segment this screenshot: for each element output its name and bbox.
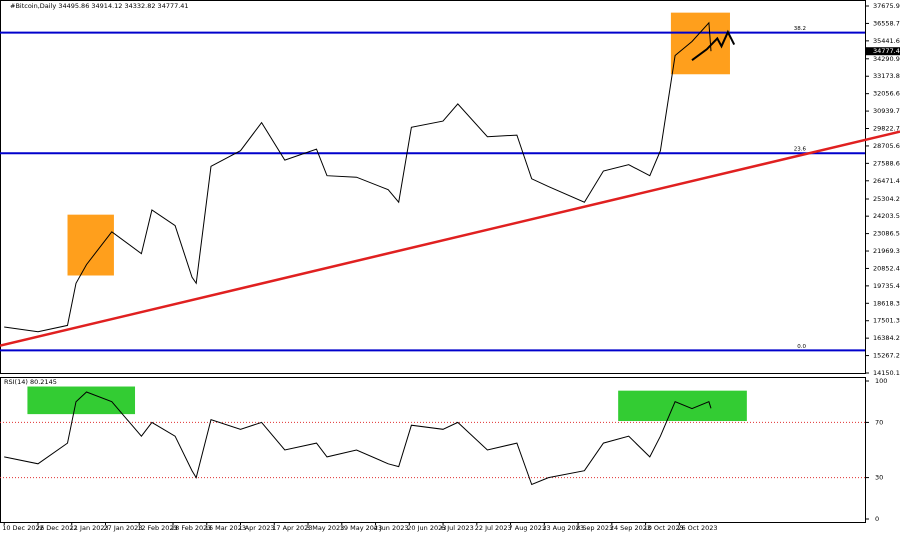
x-tick-label: 26 Oct 2023 bbox=[677, 524, 717, 532]
y-tick-label: 33173.8 bbox=[873, 72, 900, 80]
y-tick-label: 16384.25 bbox=[873, 334, 900, 342]
y-tick-label: 15267.20 bbox=[873, 352, 900, 360]
rsi-box bbox=[27, 386, 136, 415]
y-tick-label: 21969.30 bbox=[873, 247, 900, 255]
x-tick-label: 28 Feb 2023 bbox=[171, 524, 211, 532]
x-tick-label: 24 Sep 2023 bbox=[610, 524, 651, 532]
y-tick-label: 35441.60 bbox=[873, 37, 900, 45]
x-tick-label: 22 Jul 2023 bbox=[475, 524, 512, 532]
y-tick-label: 26471.45 bbox=[873, 177, 900, 185]
x-tick-label: 27 Jan 2023 bbox=[103, 524, 142, 532]
x-tick-label: 11 Jan 2023 bbox=[70, 524, 109, 532]
x-tick-label: 10 Oct 2023 bbox=[644, 524, 684, 532]
y2-tick-label: 30 bbox=[875, 474, 883, 482]
y-tick-label: 14150.15 bbox=[873, 369, 900, 377]
y-tick-label: 25304.20 bbox=[873, 195, 900, 203]
zigzag bbox=[691, 29, 736, 62]
y-tick-label: 32056.65 bbox=[873, 90, 900, 98]
x-tick-label: 10 Dec 2022 bbox=[2, 524, 44, 532]
highlight-box bbox=[67, 214, 114, 276]
y2-tick-label: 100 bbox=[875, 377, 887, 385]
y-tick-label: 37675.90 bbox=[873, 2, 900, 10]
y-tick-label: 30939.75 bbox=[873, 107, 900, 115]
trendline bbox=[0, 130, 900, 347]
y-tick-label: 23086.55 bbox=[873, 230, 900, 238]
rsi-line bbox=[4, 391, 712, 486]
y-tick-label: 34290.90 bbox=[873, 55, 900, 63]
y-tick-label: 17501.30 bbox=[873, 317, 900, 325]
price-line bbox=[4, 21, 712, 333]
price-panel bbox=[0, 0, 866, 374]
x-tick-label: 16 Mar 2023 bbox=[205, 524, 246, 532]
y-tick-label: 20852.40 bbox=[873, 264, 900, 272]
rsi-panel bbox=[0, 377, 866, 523]
x-tick-label: 23 Aug 2023 bbox=[542, 524, 584, 532]
x-tick-label: 6 Jul 2023 bbox=[441, 524, 474, 532]
y-tick-label: 27588.60 bbox=[873, 159, 900, 167]
rsi-box bbox=[618, 390, 747, 422]
chart-title: #Bitcoin,Daily 34495.86 34914.12 34332.8… bbox=[10, 2, 189, 10]
y-tick-label: 28705.65 bbox=[873, 142, 900, 150]
level-label: 38.2 bbox=[794, 26, 806, 32]
x-tick-label: 12 Feb 2023 bbox=[137, 524, 177, 532]
x-tick-label: 1 Apr 2023 bbox=[239, 524, 275, 532]
y-tick-label: 18618.35 bbox=[873, 299, 900, 307]
x-tick-label: 17 Apr 2023 bbox=[272, 524, 312, 532]
y-tick-label: 36558.75 bbox=[873, 19, 900, 27]
y2-tick-label: 0 bbox=[875, 515, 879, 523]
x-tick-label: 4 Jun 2023 bbox=[374, 524, 409, 532]
x-tick-label: 7 Aug 2023 bbox=[509, 524, 547, 532]
y-tick-label: 29822.75 bbox=[873, 125, 900, 133]
price-tag-label: 34777.41 bbox=[873, 47, 900, 55]
x-tick-label: 19 May 2023 bbox=[340, 524, 382, 532]
y2-tick-label: 70 bbox=[875, 418, 883, 426]
x-tick-label: 26 Dec 2022 bbox=[36, 524, 78, 532]
y-tick-label: 24203.50 bbox=[873, 212, 900, 220]
level-label: 23.6 bbox=[794, 147, 807, 153]
rsi-label: RSI(14) 80.2145 bbox=[4, 378, 57, 386]
x-tick-label: 20 Jun 2023 bbox=[407, 524, 446, 532]
price-tag bbox=[866, 47, 900, 56]
y-tick-label: 19735.40 bbox=[873, 282, 900, 290]
x-tick-label: 8 Sep 2023 bbox=[576, 524, 613, 532]
level-label: 0.0 bbox=[797, 344, 806, 350]
x-tick-label: 3 May 2023 bbox=[306, 524, 344, 532]
